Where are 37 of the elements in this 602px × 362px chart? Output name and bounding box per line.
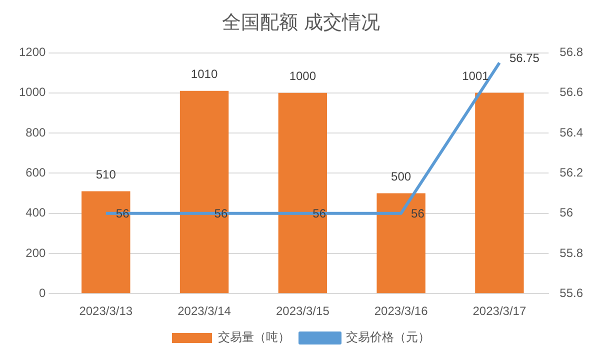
x-tick-label: 2023/3/14 [178,304,232,318]
data-label: 56 [411,206,425,221]
x-tick-label: 2023/3/15 [276,304,330,318]
bar [82,191,130,294]
y-tick-label: 0 [39,286,46,300]
data-label: 56 [214,206,228,221]
x-tick-label: 2023/3/13 [79,304,133,318]
x-tick-label: 2023/3/17 [472,304,526,318]
legend-label: 交易量（吨） [218,330,290,344]
y-tick-label: 1000 [18,85,46,100]
bar [475,92,524,294]
data-label: 1010 [190,67,218,82]
y2-tick-label: 56 [560,206,574,220]
y-tick-label: 600 [26,166,46,180]
bar [180,90,229,294]
y2-tick-label: 55.6 [560,286,584,300]
y2-tick-label: 55.8 [560,246,584,260]
data-label: 56.75 [509,51,540,66]
y-tick-label: 1200 [18,45,46,60]
legend-label: 交易价格（元） [346,330,430,344]
bar [376,193,426,294]
y-tick-label: 400 [26,206,46,220]
y-tick-label: 200 [26,246,46,260]
x-tick-label: 2023/3/16 [374,304,428,318]
chart-title: 全国配额 成交情况 [222,11,380,34]
y2-tick-label: 56.4 [560,125,584,140]
data-label: 56 [312,206,326,221]
data-label: 500 [391,170,412,184]
y-tick-label: 800 [26,125,46,140]
y2-tick-label: 56.6 [560,85,584,100]
y2-tick-label: 56.8 [560,45,584,60]
y2-tick-label: 56.2 [560,166,584,180]
data-label: 1000 [289,69,316,84]
data-label: 1001 [462,69,490,84]
data-label: 510 [96,168,116,182]
data-label: 56 [116,206,130,221]
bar [278,92,328,294]
